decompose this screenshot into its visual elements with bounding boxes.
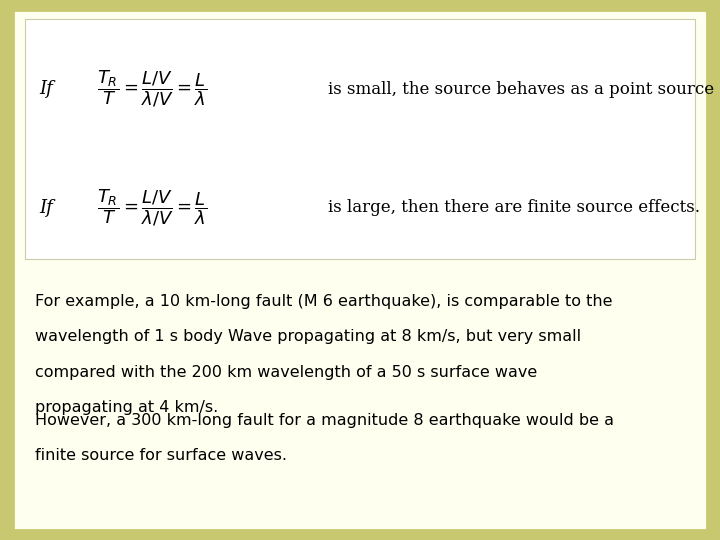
Text: If: If — [40, 199, 53, 217]
Text: $\dfrac{T_R}{T} = \dfrac{L/V}{\lambda/V} = \dfrac{L}{\lambda}$: $\dfrac{T_R}{T} = \dfrac{L/V}{\lambda/V}… — [97, 187, 208, 228]
Text: finite source for surface waves.: finite source for surface waves. — [35, 448, 287, 463]
Text: is small, the source behaves as a point source: is small, the source behaves as a point … — [328, 80, 714, 98]
FancyBboxPatch shape — [25, 19, 695, 259]
Text: wavelength of 1 s body Wave propagating at 8 km/s, but very small: wavelength of 1 s body Wave propagating … — [35, 329, 581, 345]
Text: is large, then there are finite source effects.: is large, then there are finite source e… — [328, 199, 700, 217]
Text: If: If — [40, 80, 53, 98]
Text: propagating at 4 km/s.: propagating at 4 km/s. — [35, 400, 218, 415]
Text: However, a 300 km-long fault for a magnitude 8 earthquake would be a: However, a 300 km-long fault for a magni… — [35, 413, 613, 428]
FancyBboxPatch shape — [13, 10, 707, 530]
Text: compared with the 200 km wavelength of a 50 s surface wave: compared with the 200 km wavelength of a… — [35, 364, 537, 380]
Text: $\dfrac{T_R}{T} = \dfrac{L/V}{\lambda/V} = \dfrac{L}{\lambda}$: $\dfrac{T_R}{T} = \dfrac{L/V}{\lambda/V}… — [97, 69, 208, 110]
Text: For example, a 10 km-long fault (M 6 earthquake), is comparable to the: For example, a 10 km-long fault (M 6 ear… — [35, 294, 612, 309]
